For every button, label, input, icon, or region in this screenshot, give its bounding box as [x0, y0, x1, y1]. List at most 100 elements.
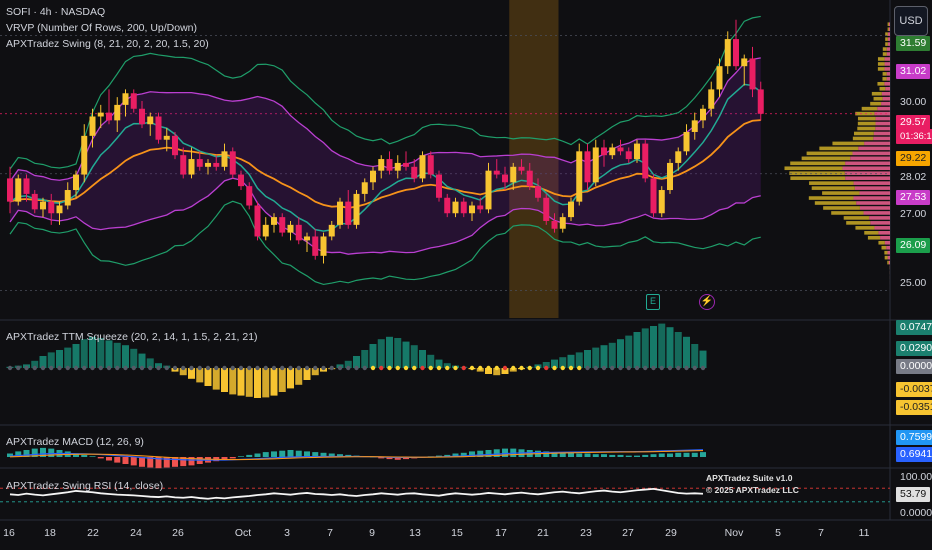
candle-body [147, 116, 154, 125]
date-label: 27 [622, 527, 634, 539]
candle-body [97, 112, 104, 117]
macd-bar [246, 454, 253, 457]
volume-profile-bar-up [789, 171, 845, 176]
volume-profile-bar-down [881, 91, 890, 96]
candle-body [568, 201, 574, 218]
date-label: 3 [284, 527, 290, 539]
macd-signal-line [9, 449, 704, 461]
candle-body [642, 143, 649, 179]
rsi-pane [0, 487, 890, 503]
squeeze-dot [214, 365, 219, 371]
macd-bar [114, 457, 121, 463]
squeeze-dot [560, 365, 565, 371]
candle-body [163, 135, 170, 140]
vrvp-indicator-label[interactable]: VRVP (Number Of Rows, 200, Up/Down) [6, 22, 198, 34]
squeeze-label[interactable]: APXTradez TTM Squeeze (20, 2, 14, 1, 1.5… [6, 331, 258, 343]
squeeze-dot [296, 365, 301, 371]
candle-body [394, 162, 401, 171]
volume-profile-bar-down [856, 201, 890, 205]
date-label: 5 [775, 527, 781, 539]
squeeze-dot [321, 365, 326, 371]
volume-profile-bar-down [888, 260, 890, 265]
rsi-label[interactable]: APXTradez Swing RSI (14, close) [6, 480, 164, 492]
volume-profile-bar-down [873, 131, 890, 136]
squeeze-dot [478, 365, 483, 371]
macd-tag-signal: 0.7599 [896, 430, 932, 445]
candle-body [64, 190, 71, 206]
candle-body [73, 174, 79, 191]
volume-profile-bar-up [823, 206, 860, 210]
volume-profile-bar-down [874, 111, 890, 116]
price-tag-last: 29.57 [896, 115, 931, 130]
candle-body [271, 217, 277, 225]
currency-button[interactable]: USD [894, 6, 928, 36]
squeeze-dot [700, 365, 706, 371]
volume-profile-bar-down [859, 191, 890, 195]
macd-bar [452, 453, 459, 457]
squeeze-bar [699, 350, 707, 368]
date-label: 29 [665, 527, 677, 539]
candle-body [683, 131, 690, 152]
squeeze-dot [346, 365, 351, 371]
squeeze-bar [72, 344, 80, 368]
squeeze-bar [658, 323, 666, 368]
date-label: 16 [3, 527, 15, 539]
price-tag-outer-lower: 26.09 [896, 238, 931, 253]
squeeze-dot [519, 365, 524, 371]
squeeze-dot [436, 365, 442, 371]
candle-body [31, 193, 38, 210]
squeeze-dot [271, 365, 277, 371]
squeeze-bar [212, 368, 220, 390]
macd-bar [23, 450, 30, 457]
squeeze-bar [369, 344, 377, 368]
macd-bar [122, 457, 129, 464]
earnings-icon[interactable]: E [646, 294, 660, 310]
volume-profile-bar-up [877, 57, 885, 61]
macd-bar [320, 452, 327, 457]
squeeze-dot [585, 365, 590, 371]
macd-bar [337, 454, 343, 457]
candle-body [188, 159, 195, 175]
volume-profile-bar-up [884, 250, 888, 255]
candle-body [741, 58, 748, 67]
symbol-label[interactable]: SOFI · 4h · NASDAQ [6, 6, 106, 18]
swing-indicator-label[interactable]: APXTradez Swing (8, 21, 20, 2, 20, 1.5, … [6, 38, 209, 50]
squeeze-dot [148, 365, 153, 371]
squeeze-dot [634, 365, 640, 371]
squeeze-dot [32, 365, 37, 371]
squeeze-dot [387, 365, 392, 371]
volume-profile-bar-up [877, 62, 885, 66]
ema-slow-line [9, 119, 761, 209]
squeeze-dot [362, 365, 367, 371]
flash-icon[interactable]: ⚡ [699, 294, 715, 310]
candle-body [89, 116, 96, 136]
macd-bar [667, 453, 673, 457]
candle-body [609, 147, 616, 156]
squeeze-dot [90, 365, 95, 371]
squeeze-bar [278, 368, 286, 392]
candle-body [254, 205, 261, 237]
squeeze-dot [354, 365, 359, 371]
candle-body [485, 170, 492, 210]
squeeze-bar [287, 368, 294, 389]
macd-bar [89, 456, 96, 457]
squeeze-tag-neg-1: -0.0037 [896, 382, 932, 397]
volume-profile-bar-up [878, 240, 885, 245]
volume-profile-bar-up [806, 151, 853, 156]
macd-label[interactable]: APXTradez MACD (12, 26, 9) [6, 436, 144, 448]
candle-body [601, 147, 607, 156]
candle-body [23, 178, 30, 194]
volume-profile-bar-down [882, 96, 890, 101]
squeeze-bar [138, 353, 146, 368]
candle-body [155, 116, 162, 140]
macd-bar [48, 448, 55, 457]
candle-body [205, 162, 211, 167]
candle-body [716, 66, 723, 90]
squeeze-dot [24, 365, 29, 371]
macd-bar [271, 451, 277, 457]
squeeze-dot [181, 365, 186, 371]
macd-bar [460, 452, 467, 457]
volume-profile-bar-up [831, 211, 864, 215]
candle-body [106, 112, 112, 121]
